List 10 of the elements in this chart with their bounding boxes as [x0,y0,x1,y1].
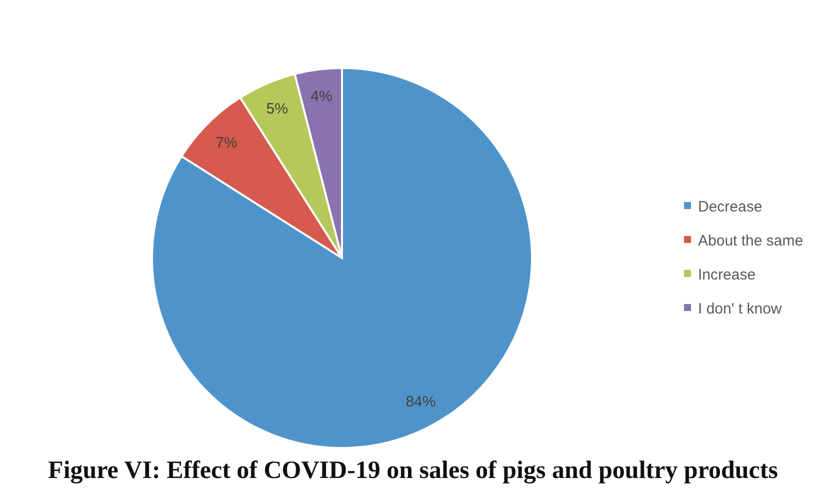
data-label: 84% [406,393,436,410]
data-label: 5% [266,100,288,118]
legend-label: Increase [698,266,756,284]
text: Figure VI: Effect of COVID-19 on sales of pigs and poultry products [48,457,778,484]
pie-slice [151,67,533,449]
legend-label: I don' t know [698,300,782,318]
data-label: 4% [310,88,332,106]
legend-label: About the same [698,232,804,250]
legend-label: Decrease [698,198,762,216]
data-label: 7% [216,134,238,152]
